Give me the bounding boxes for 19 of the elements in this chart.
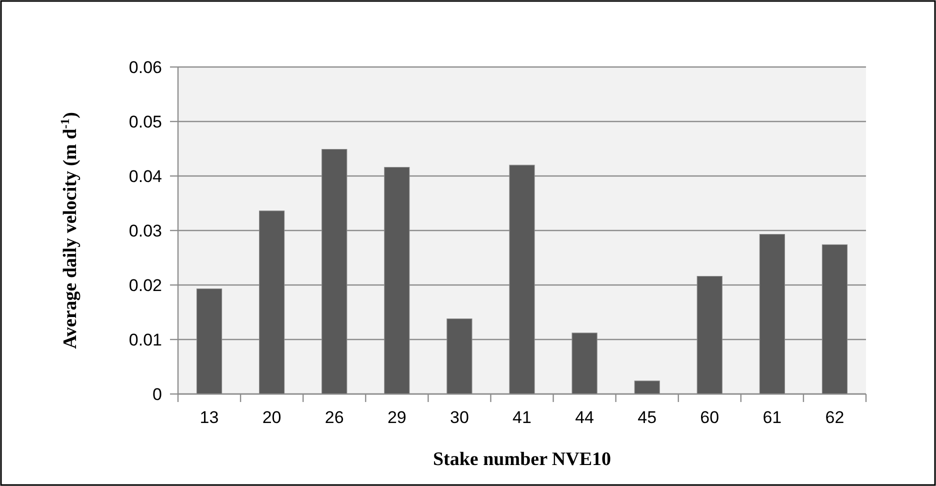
x-tick-label: 60 — [700, 408, 720, 427]
x-tick-label: 26 — [324, 408, 344, 427]
x-tick-label: 45 — [638, 408, 657, 427]
y-tick-label: 0 — [152, 384, 162, 404]
x-tick-label: 20 — [262, 408, 282, 427]
x-tick-label: 41 — [512, 408, 532, 427]
y-tick-label: 0.05 — [128, 112, 162, 132]
x-tick-label: 30 — [450, 408, 469, 427]
x-tick-label: 13 — [200, 408, 219, 427]
x-tick-label: 62 — [825, 408, 844, 427]
x-tick-label: 44 — [575, 408, 594, 427]
x-axis-title: Stake number NVE10 — [432, 449, 612, 470]
x-tick-label: 29 — [387, 408, 406, 427]
y-tick-label: 0.04 — [128, 166, 162, 186]
y-tick-label: 0.03 — [128, 221, 162, 240]
y-tick-label: 0.06 — [128, 58, 162, 77]
x-tick-label: 61 — [762, 408, 782, 427]
y-tick-label: 0.02 — [128, 276, 162, 295]
y-tick-label: 0.01 — [128, 330, 162, 350]
